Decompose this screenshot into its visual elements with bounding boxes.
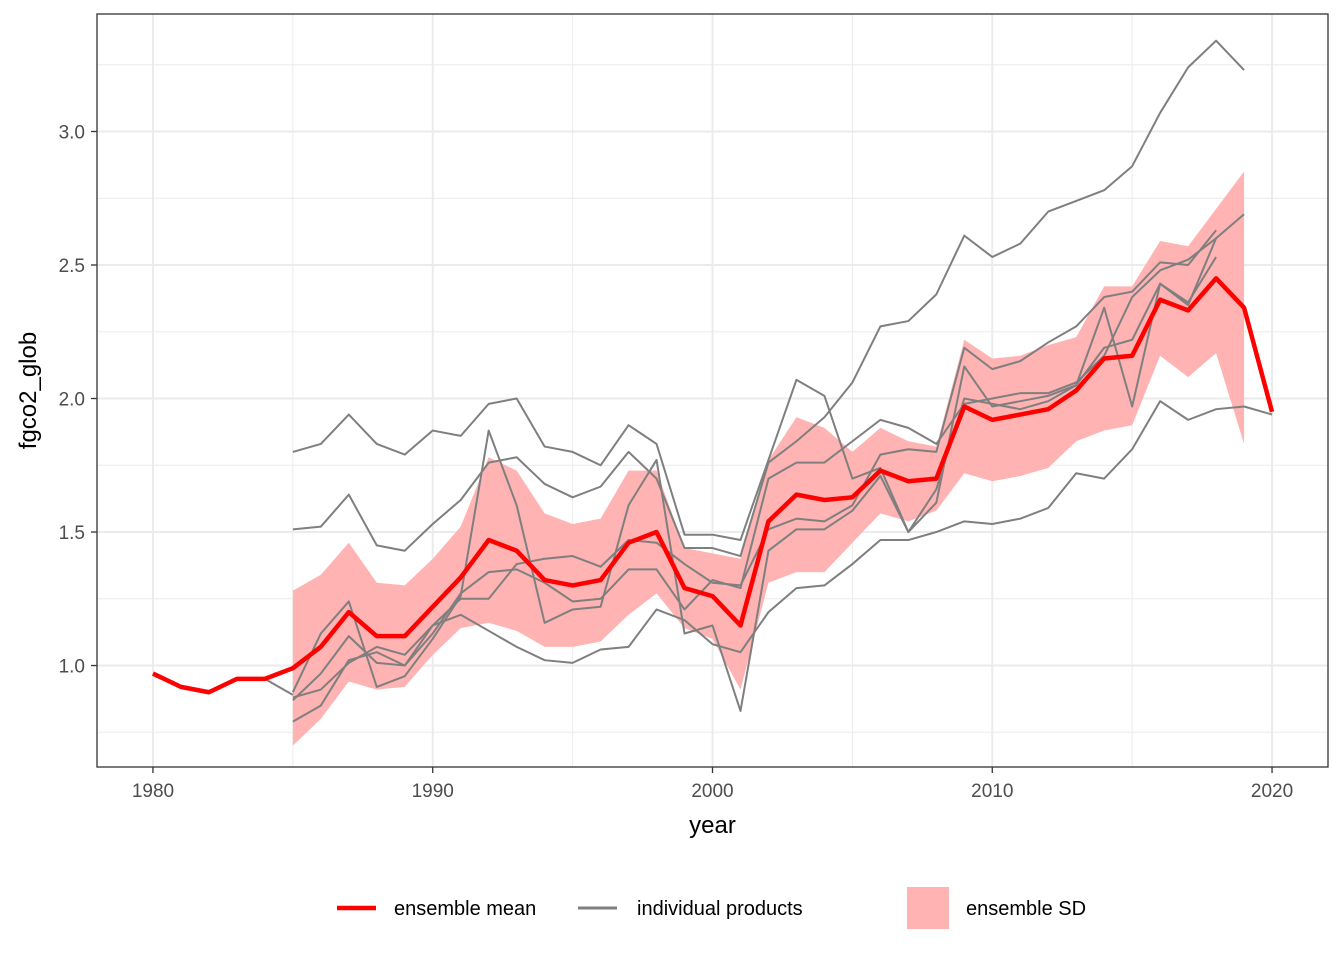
ensemble-sd-band-layer <box>292 171 1245 746</box>
legend-label-ensemble-sd: ensemble SD <box>966 898 1086 920</box>
x-tick-label: 1990 <box>412 781 454 802</box>
y-tick-label: 1.0 <box>59 657 85 678</box>
y-tick-label: 2.0 <box>59 390 85 411</box>
individual-product-line <box>292 400 1273 699</box>
x-axis-ticks: 1980 1990 2000 2010 2020 <box>132 767 1293 802</box>
y-tick-label: 2.5 <box>59 256 85 277</box>
x-tick-label: 2010 <box>971 781 1013 802</box>
y-axis-title: fgco2_glob <box>15 332 42 449</box>
x-axis-title: year <box>689 812 736 839</box>
y-tick-label: 3.0 <box>59 122 85 143</box>
ensemble-mean-line <box>151 276 1275 695</box>
y-axis-ticks: 1.0 1.5 2.0 2.5 3.0 <box>59 122 97 678</box>
x-tick-label: 1980 <box>132 781 174 802</box>
individual-product-line <box>292 237 1217 701</box>
legend: ensemble mean individual products ensemb… <box>337 887 1086 929</box>
legend-label-individual-products: individual products <box>637 898 803 920</box>
individual-product-line <box>291 256 1217 712</box>
individual-products-layer <box>264 39 1273 723</box>
individual-product-line <box>292 39 1245 558</box>
legend-label-ensemble-mean: ensemble mean <box>394 898 536 920</box>
ensemble-sd-band <box>292 171 1245 746</box>
axes: 1980 1990 2000 2010 2020 1.0 1.5 2.0 2.5 3.0 yea… <box>15 122 1293 839</box>
legend-key-ensemble-sd <box>907 887 949 929</box>
x-tick-label: 2000 <box>691 781 733 802</box>
ensemble-mean-layer <box>151 276 1275 695</box>
x-tick-label: 2020 <box>1251 781 1293 802</box>
individual-product-line <box>264 678 294 696</box>
individual-product-line <box>292 213 1245 542</box>
y-tick-label: 1.5 <box>59 523 85 544</box>
